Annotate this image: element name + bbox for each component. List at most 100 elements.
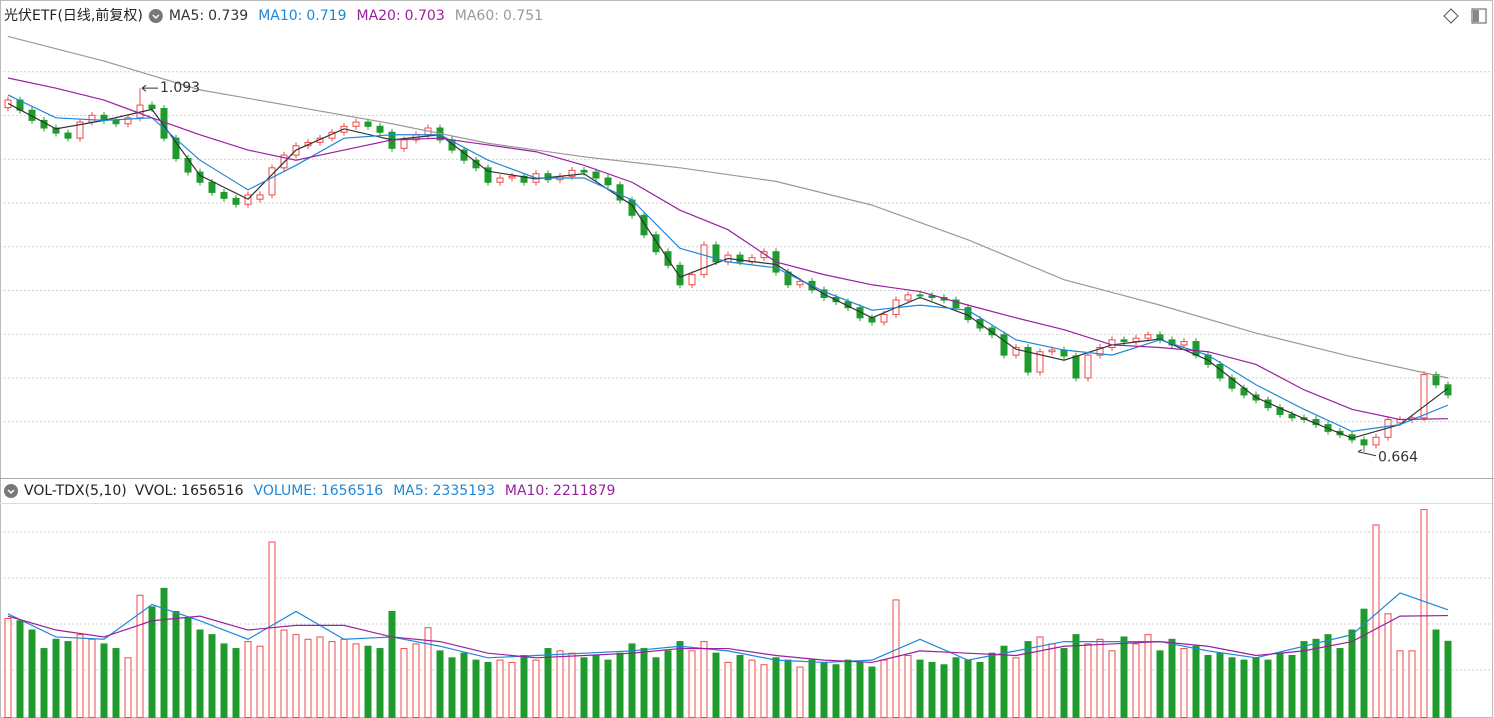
volume-bar (784, 659, 792, 718)
volume-bar (244, 641, 252, 718)
volume-bar (688, 650, 696, 718)
volume-bar (1012, 657, 1020, 718)
candle-body (592, 171, 600, 179)
volume-bar (280, 629, 288, 718)
volume-bar (40, 648, 48, 718)
candle-body (508, 175, 516, 179)
volume-bar (1144, 634, 1152, 718)
volume-bar (1336, 648, 1344, 718)
candle-body (928, 295, 936, 298)
volume-bar (520, 654, 528, 718)
volume-bar (760, 664, 768, 718)
volume-bar (604, 659, 612, 718)
volume-bar (1372, 524, 1380, 718)
volume-bar (172, 611, 180, 718)
candle-body (916, 294, 924, 297)
candle-body (1228, 377, 1236, 389)
volume-bar (412, 643, 420, 718)
volume-bar (1060, 648, 1068, 718)
volume-bar (352, 643, 360, 718)
candle-body (496, 177, 504, 183)
candle-body (712, 244, 720, 263)
candle-body (1144, 334, 1152, 339)
volume-bar (820, 661, 828, 718)
volume-bar (208, 634, 216, 718)
volume-bar (496, 659, 504, 718)
candle-body (112, 119, 120, 125)
candle-body (64, 132, 72, 139)
volume-bar (1252, 657, 1260, 718)
candle-body (760, 251, 768, 259)
volume-bar (364, 645, 372, 718)
volume-bar (508, 661, 516, 718)
volume-bar (400, 648, 408, 718)
volume-bar (1312, 638, 1320, 718)
legend-value: 2211879 (553, 483, 615, 499)
volume-bar (916, 659, 924, 718)
ma-line (7, 77, 1449, 421)
candle-body (736, 254, 744, 263)
icon-window-fill (1473, 10, 1479, 22)
candle-body (604, 177, 612, 186)
ma-line (7, 94, 1449, 433)
volume-bar (1180, 648, 1188, 718)
candle-body (688, 274, 696, 286)
candle-body (880, 313, 888, 323)
candle-body (400, 139, 408, 149)
candle-body (208, 181, 216, 193)
low-label: 0.664 (1378, 450, 1418, 466)
volume-bar (592, 654, 600, 718)
candle-body (1096, 346, 1104, 356)
candle-body (904, 294, 912, 301)
icon-diamond[interactable] (1443, 8, 1459, 24)
high-arrow (141, 84, 158, 92)
candle-body (148, 104, 156, 110)
volume-bar (544, 648, 552, 718)
volume-bar (1048, 643, 1056, 718)
candle-body (1288, 413, 1296, 419)
volume-bar (616, 652, 624, 718)
legend-value: 0.703 (405, 8, 445, 24)
volume-bar (568, 652, 576, 718)
readout-name: VVOL: (135, 483, 177, 499)
ma-line (7, 592, 1449, 664)
volume-bar (112, 648, 120, 718)
volume-bar (1228, 657, 1236, 718)
candle-body (1360, 439, 1368, 446)
volume-bar (184, 617, 192, 718)
candle-body (376, 125, 384, 133)
candle-body (184, 158, 192, 173)
volume-bar (472, 659, 480, 718)
volume-bar (1036, 636, 1044, 718)
ma-line (7, 614, 1449, 664)
volume-bar (124, 657, 132, 718)
volume-bar (1396, 650, 1404, 718)
candle-body (52, 127, 60, 134)
volume-bar (4, 617, 12, 718)
volume-bar (868, 666, 876, 718)
volume-bar (856, 661, 864, 718)
legend-name: MA10: (505, 483, 549, 499)
volume-bar (700, 641, 708, 718)
volume-bar (676, 641, 684, 718)
candle-body (1420, 374, 1428, 419)
candle-body (484, 167, 492, 183)
legend-value: 0.739 (208, 8, 248, 24)
volume-bar (1096, 638, 1104, 718)
candle-body (124, 117, 132, 125)
volume-bar (148, 606, 156, 718)
indicator-name: VOL-TDX(5,10) (24, 483, 127, 499)
candle-body (1072, 355, 1080, 379)
volume-bar (1420, 509, 1428, 718)
volume-bar (1408, 650, 1416, 718)
volume-bar (340, 638, 348, 718)
candle-body (28, 109, 36, 121)
candle-body (172, 137, 180, 160)
candle-body (1432, 374, 1440, 386)
icon-window[interactable] (1471, 8, 1487, 24)
candle-body (544, 173, 552, 181)
volume-bar (988, 652, 996, 718)
volume-bar (1288, 654, 1296, 718)
candle-body (616, 184, 624, 201)
